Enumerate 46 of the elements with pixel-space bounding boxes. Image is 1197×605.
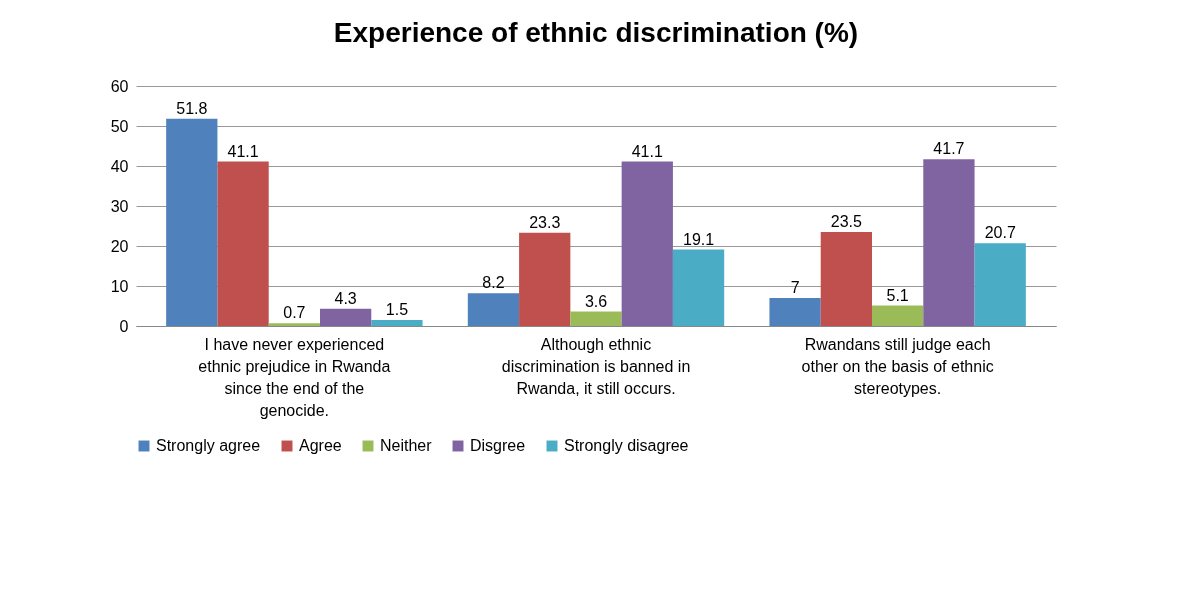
bar xyxy=(974,243,1026,326)
data-label: 5.1 xyxy=(886,286,909,304)
bar xyxy=(872,305,924,326)
legend-label: Strongly disagree xyxy=(564,437,689,454)
data-label: 3.6 xyxy=(584,292,608,310)
y-tick-label: 60 xyxy=(110,77,129,95)
x-tick-label: Rwandans still judge each other on the basis of ethnic stereotypes. xyxy=(801,335,994,397)
data-label: 23.3 xyxy=(529,213,561,231)
x-tick-label: Although ethnic discrimination is banned in Rwanda, it still occurs. xyxy=(501,335,691,397)
legend-label: Neither xyxy=(380,437,433,454)
legend-label: Strongly agree xyxy=(156,437,261,454)
data-label: 4.3 xyxy=(334,289,357,307)
bar xyxy=(217,161,269,326)
bar xyxy=(820,232,872,326)
data-label: 7 xyxy=(790,279,800,296)
legend-label: Disgree xyxy=(470,437,526,454)
y-tick-label: 0 xyxy=(119,317,129,335)
x-tick-label: I have never experienced ethnic prejudice in Rwanda since the end of the genocide. xyxy=(198,335,391,419)
data-label: 51.8 xyxy=(176,99,208,117)
data-label: 41.1 xyxy=(227,142,259,160)
data-label: 41.7 xyxy=(933,140,965,158)
bar xyxy=(320,308,372,326)
y-tick-label: 40 xyxy=(110,157,129,175)
data-label: 20.7 xyxy=(984,224,1016,242)
bar xyxy=(268,323,320,326)
data-label: 19.1 xyxy=(682,230,715,248)
data-label: 23.5 xyxy=(830,213,863,230)
bar xyxy=(570,311,622,326)
data-label: 0.7 xyxy=(283,304,306,322)
data-label: 1.5 xyxy=(385,301,409,318)
bar xyxy=(923,159,975,326)
bar xyxy=(672,249,725,326)
bar xyxy=(467,293,520,326)
bar xyxy=(166,118,218,326)
bar xyxy=(621,161,673,326)
y-tick-label: 50 xyxy=(110,117,129,135)
bar xyxy=(371,320,423,326)
legend-label: Agree xyxy=(299,437,342,454)
bar xyxy=(769,298,821,326)
chart-title: Experience of ethnic discrimination (%) xyxy=(333,17,859,48)
data-label: 8.2 xyxy=(482,274,505,292)
data-label: 41.1 xyxy=(631,142,663,160)
y-tick-label: 30 xyxy=(110,197,129,215)
y-tick-label: 20 xyxy=(110,237,129,255)
bar xyxy=(519,232,571,326)
y-tick-label: 10 xyxy=(110,277,129,295)
